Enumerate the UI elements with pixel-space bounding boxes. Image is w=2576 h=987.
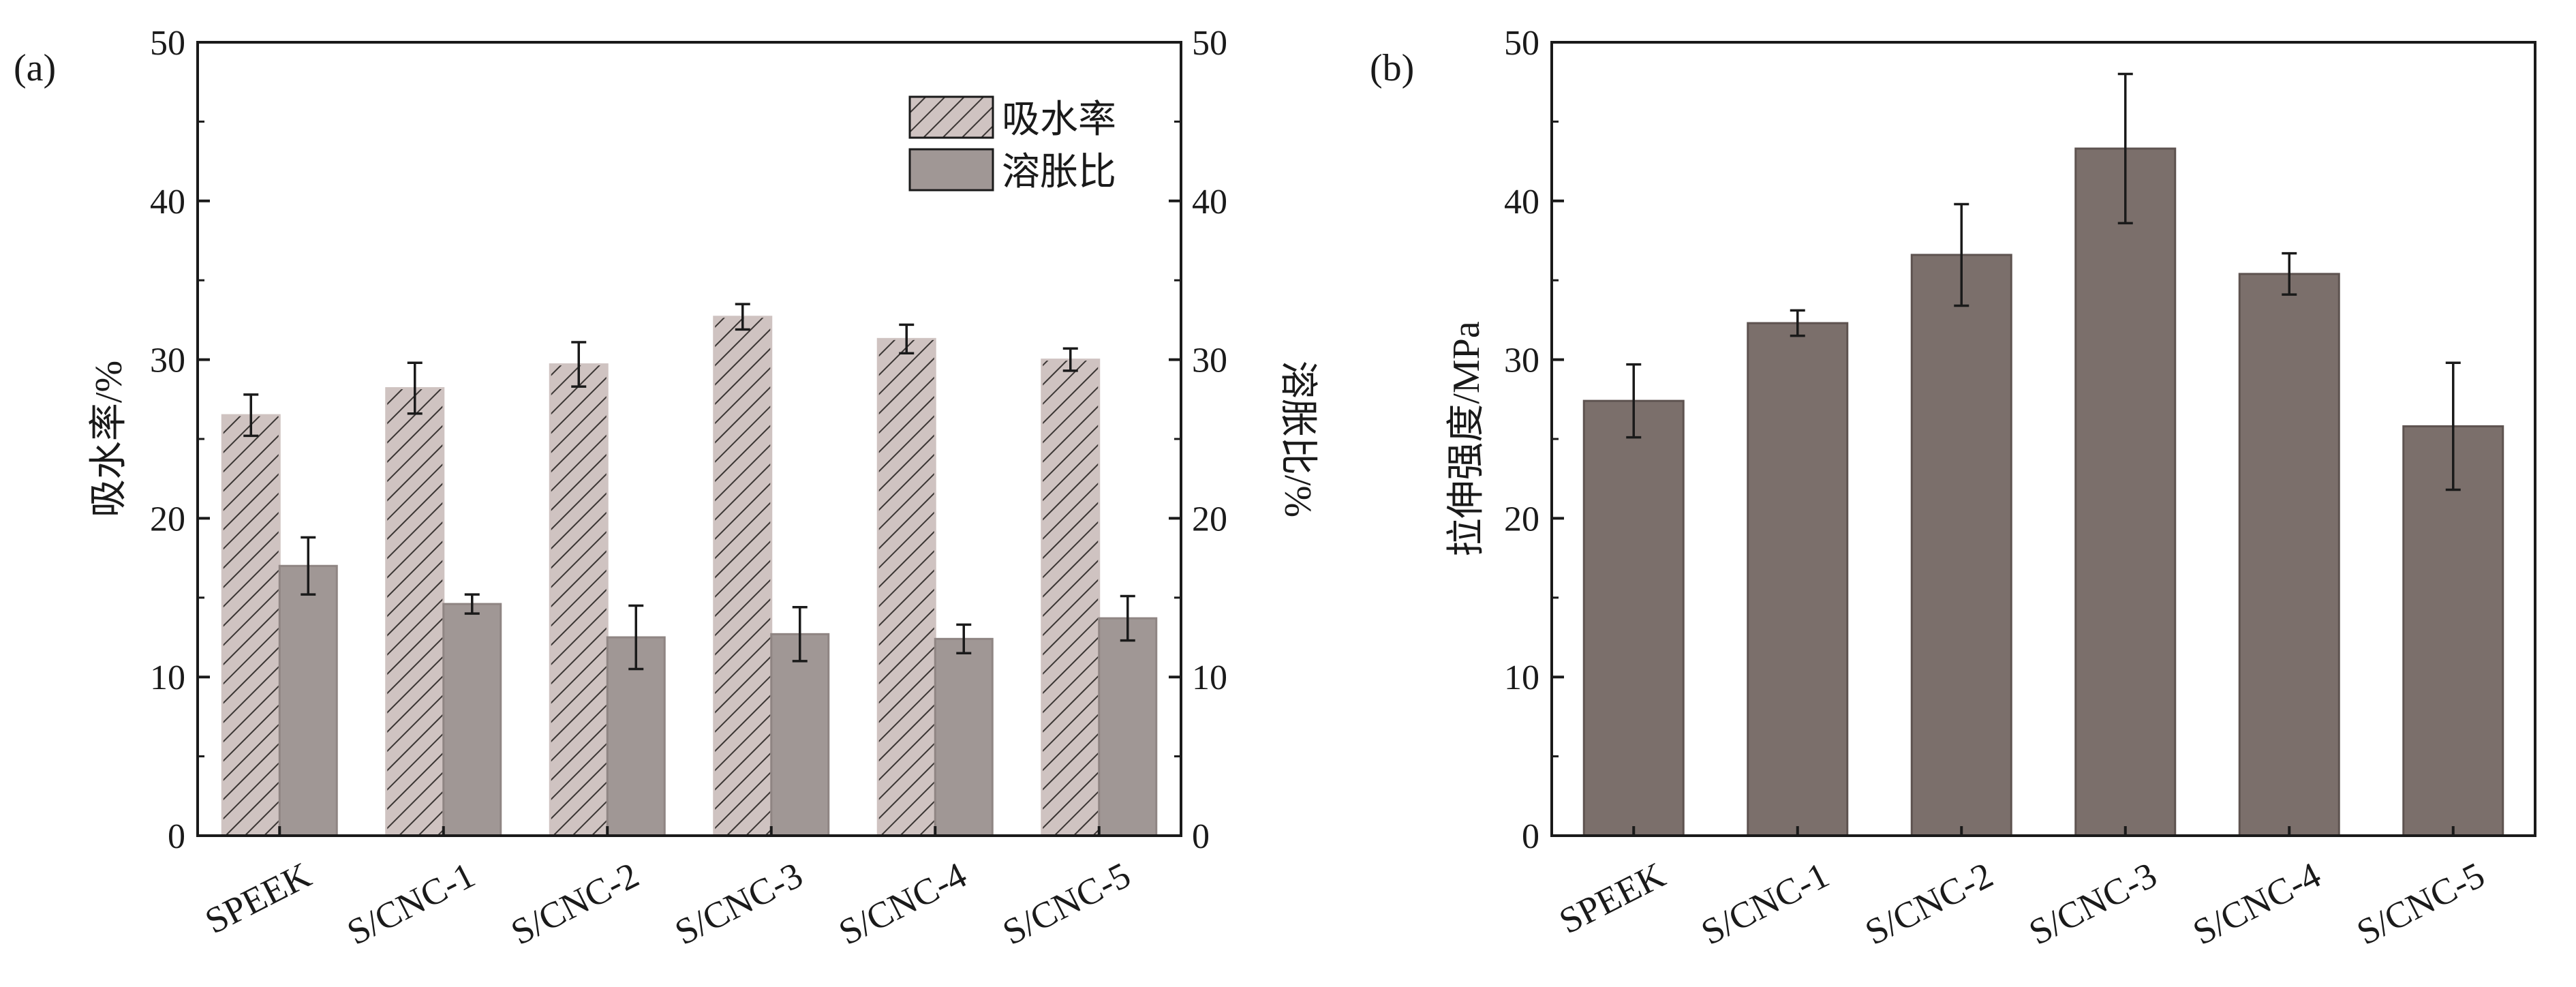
error-bar-speek (1626, 363, 1642, 439)
legend-a: 吸水率 溶胀比 (908, 95, 1116, 194)
y-tick-label-right: 10 (1192, 658, 1227, 697)
bar-hatch-s-cnc-2 (549, 363, 609, 837)
error-bar-solid-s-cnc-1 (464, 593, 480, 615)
y-tick-label-left: 20 (150, 500, 185, 538)
bars-a (221, 316, 1158, 837)
y-axis-right-a: 0 10 20 30 40 50 (1169, 24, 1227, 856)
y-tick-label-left: 50 (150, 24, 185, 63)
error-bar-s-cnc-2 (1954, 202, 1969, 307)
x-tick-label-s-cnc-2: S/CNC-2 (1858, 854, 1999, 953)
y-tick-label-left: 10 (150, 658, 185, 697)
bar-solid-s-cnc-1 (442, 603, 502, 837)
legend-label-swelling: 溶胀比 (1002, 151, 1116, 194)
bar-hatch-s-cnc-3 (713, 316, 773, 837)
error-bar-hatch-s-cnc-4 (899, 323, 915, 355)
bar-solid-s-cnc-4 (934, 637, 994, 837)
x-tick-label-s-cnc-3: S/CNC-3 (2023, 854, 2163, 953)
y-tick-label-left: 10 (1504, 658, 1539, 697)
error-bar-s-cnc-1 (1790, 309, 1805, 337)
y-axis-title-right-a: 溶胀比/% (1276, 361, 1319, 517)
y-tick-label-left: 20 (1504, 500, 1539, 538)
x-tick-label-s-cnc-1: S/CNC-1 (341, 854, 481, 953)
x-tick-label-s-cnc-1: S/CNC-1 (1695, 854, 1835, 953)
y-tick-label-left: 30 (150, 341, 185, 380)
legend-swatch-swelling (908, 148, 994, 192)
bar-s-cnc-3 (2074, 147, 2177, 837)
error-bar-hatch-s-cnc-5 (1062, 347, 1078, 372)
error-bar-s-cnc-4 (2282, 252, 2297, 296)
x-tick-label-speek: SPEEK (198, 854, 317, 941)
error-bar-hatch-s-cnc-3 (735, 303, 750, 331)
chart-panel-a: (a) 0 10 20 30 40 50 0 10 20 30 40 50 SPEEK S/CNC-1… (14, 24, 1319, 953)
bars-b (1582, 147, 2504, 837)
bar-solid-s-cnc-5 (1098, 617, 1158, 837)
error-bar-solid-s-cnc-5 (1120, 594, 1135, 642)
bar-s-cnc-5 (2402, 425, 2504, 837)
bar-solid-s-cnc-2 (606, 636, 666, 837)
x-tick-label-s-cnc-3: S/CNC-3 (669, 854, 809, 953)
x-tick-label-s-cnc-5: S/CNC-5 (996, 854, 1137, 953)
error-bar-solid-s-cnc-3 (792, 606, 808, 663)
y-axis-left-a: 0 10 20 30 40 50 (150, 24, 210, 856)
error-bar-hatch-s-cnc-1 (407, 361, 423, 415)
y-tick-label-left: 40 (1504, 183, 1539, 222)
bar-hatch-speek (221, 414, 281, 837)
y-tick-label-left: 0 (1522, 817, 1539, 856)
bar-solid-speek (278, 564, 338, 837)
bar-hatch-s-cnc-5 (1041, 359, 1101, 837)
x-tick-label-s-cnc-5: S/CNC-5 (2350, 854, 2491, 953)
bar-hatch-s-cnc-4 (876, 337, 936, 837)
bar-speek (1582, 399, 1685, 837)
bar-solid-s-cnc-3 (770, 633, 830, 837)
error-bar-solid-s-cnc-2 (628, 604, 644, 671)
x-tick-label-s-cnc-4: S/CNC-4 (832, 854, 972, 953)
legend-swatch-water-uptake (908, 95, 994, 139)
x-tick-label-s-cnc-4: S/CNC-4 (2186, 854, 2327, 953)
bar-s-cnc-4 (2238, 273, 2340, 837)
x-axis-b: SPEEK S/CNC-1 S/CNC-2 S/CNC-3 S/CNC-4 S/CNC-5 (1552, 826, 2491, 953)
x-tick-label-s-cnc-2: S/CNC-2 (504, 854, 645, 953)
legend-label-water-uptake: 吸水率 (1002, 99, 1116, 141)
error-bars-a (243, 303, 1135, 671)
y-tick-label-right: 30 (1192, 341, 1227, 380)
y-tick-label-right: 20 (1192, 500, 1227, 538)
error-bar-s-cnc-5 (2445, 361, 2461, 491)
error-bar-solid-s-cnc-4 (956, 623, 972, 655)
x-tick-label-speek: SPEEK (1552, 854, 1671, 941)
y-axis-left-b: 0 10 20 30 40 50 (1504, 24, 1564, 856)
y-tick-label-left: 40 (150, 183, 185, 222)
error-bars-b (1626, 72, 2461, 491)
plot-frame-b (1550, 41, 2536, 837)
error-bar-hatch-s-cnc-2 (571, 341, 587, 388)
y-tick-label-right: 0 (1192, 817, 1210, 856)
x-axis-a: SPEEK S/CNC-1 S/CNC-2 S/CNC-3 S/CNC-4 S/CNC-5 (198, 826, 1137, 953)
error-bar-hatch-speek (243, 393, 259, 438)
panel-label-a: (a) (14, 47, 56, 89)
y-tick-label-right: 40 (1192, 183, 1227, 222)
y-axis-title-b: 拉伸强度/MPa (1445, 321, 1488, 556)
bar-hatch-s-cnc-1 (385, 387, 445, 837)
panel-label-b: (b) (1370, 47, 1414, 89)
y-tick-label-right: 50 (1192, 24, 1227, 63)
bar-s-cnc-2 (1910, 254, 2012, 837)
y-tick-label-left: 0 (168, 817, 185, 856)
y-tick-label-left: 50 (1504, 24, 1539, 63)
y-tick-label-left: 30 (1504, 341, 1539, 380)
bar-s-cnc-1 (1747, 322, 1849, 837)
error-bar-solid-speek (301, 536, 316, 596)
y-axis-title-left-a: 吸水率/% (88, 361, 130, 517)
error-bar-s-cnc-3 (2117, 72, 2133, 225)
